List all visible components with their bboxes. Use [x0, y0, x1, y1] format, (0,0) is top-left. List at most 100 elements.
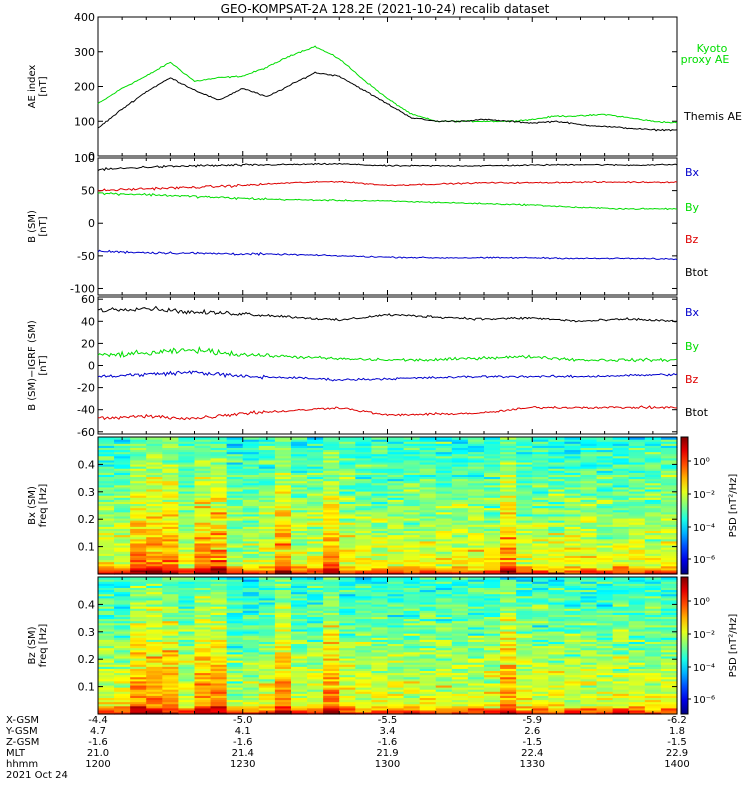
spectrogram-cell	[291, 653, 308, 657]
spectrogram-cell	[162, 676, 180, 680]
spectrogram-cell	[323, 651, 340, 655]
spectrogram-cell	[146, 551, 163, 554]
spectrogram-cell	[467, 628, 485, 632]
spectrogram-cell	[146, 439, 163, 442]
spectrogram-cell	[644, 597, 662, 601]
spectrogram-cell	[484, 542, 501, 546]
spectrogram-cell	[660, 557, 678, 561]
spectrogram-cell	[484, 443, 501, 446]
spectrogram-cell	[307, 581, 324, 584]
spectrogram-cell	[130, 513, 147, 517]
spectrogram-cell	[210, 534, 228, 538]
spectrogram-cell	[162, 657, 180, 661]
spectrogram-cell	[323, 522, 340, 525]
spectrogram-cell	[628, 616, 646, 620]
spectrogram-cell	[355, 511, 373, 515]
spectrogram-cell	[387, 614, 405, 618]
spectrogram-cell	[532, 551, 549, 554]
spectrogram-cell	[467, 561, 485, 565]
spectrogram-cell	[596, 601, 614, 605]
spectrogram-cell	[226, 637, 244, 640]
spectrogram-cell	[403, 618, 421, 622]
spectrogram-cell	[564, 530, 582, 534]
spectrogram-cell	[258, 660, 276, 663]
spectrogram-cell	[291, 437, 308, 440]
spectrogram-cell	[484, 544, 501, 548]
spectrogram-cell	[210, 581, 228, 584]
spectrogram-cell	[274, 628, 292, 632]
spectrogram-cell	[323, 612, 340, 615]
spectrogram-cell	[612, 459, 630, 463]
spectrogram-cell	[484, 633, 501, 636]
spectrogram-cell	[114, 513, 131, 517]
spectrogram-cell	[339, 657, 356, 661]
spectrogram-cell	[484, 488, 501, 492]
spectrogram-cell	[387, 563, 405, 567]
spectrogram-cell	[564, 466, 582, 469]
spectrogram-cell	[387, 579, 405, 582]
spectrogram-cell	[130, 511, 147, 515]
spectrogram-cell	[532, 616, 549, 620]
spectrogram-cell	[387, 499, 405, 502]
spectrogram-cell	[130, 501, 147, 505]
spectrogram-cell	[98, 587, 115, 591]
spectrogram-cell	[451, 676, 469, 680]
spectrogram-cell	[612, 447, 630, 451]
spectrogram-cell	[419, 703, 437, 707]
spectrogram-cell	[371, 589, 389, 593]
spectrogram-cell	[419, 597, 437, 601]
spectrogram-cell	[291, 637, 308, 640]
spectrogram-cell	[307, 538, 324, 542]
spectrogram-cell	[130, 579, 147, 582]
spectrogram-cell	[612, 591, 630, 595]
spectrogram-cell	[323, 459, 340, 463]
spectrogram-cell	[291, 542, 308, 546]
spectrogram-cell	[226, 449, 244, 453]
spectrogram-cell	[596, 559, 614, 563]
spectrogram-cell	[419, 522, 437, 525]
spectrogram-cell	[628, 551, 646, 554]
spectrogram-cell	[162, 511, 180, 515]
spectrogram-cell	[323, 472, 340, 475]
spectrogram-cell	[612, 587, 630, 591]
spectrogram-cell	[580, 555, 598, 558]
spectrogram-cell	[451, 641, 469, 645]
spectrogram-cell	[660, 532, 678, 536]
spectrogram-cell	[178, 589, 196, 593]
spectrogram-cell	[484, 593, 501, 597]
spectrogram-cell	[242, 540, 260, 544]
spectrogram-cell	[564, 484, 582, 488]
spectrogram-cell	[146, 691, 163, 694]
spectrogram-cell	[467, 695, 485, 698]
spectrogram-cell	[339, 589, 356, 593]
spectrogram-cell	[114, 495, 131, 498]
spectrogram-cell	[146, 503, 163, 507]
spectrogram-cell	[130, 610, 147, 613]
spectrogram-cell	[274, 515, 292, 519]
spectrogram-cell	[580, 538, 598, 542]
spectrogram-cell	[548, 587, 566, 591]
spectrogram-cell	[194, 490, 212, 494]
spectrogram-cell	[516, 670, 533, 674]
spectrogram-cell	[178, 499, 196, 502]
spectrogram-cell	[612, 697, 630, 701]
spectrogram-cell	[355, 501, 373, 505]
spectrogram-cell	[355, 457, 373, 461]
spectrogram-cell	[532, 593, 549, 597]
spectrogram-cell	[500, 666, 517, 669]
panel1-ytick-label: -100	[70, 282, 95, 295]
spectrogram-cell	[580, 507, 598, 511]
spectrogram-cell	[435, 693, 453, 696]
spectrogram-cell	[403, 606, 421, 609]
spectrogram-cell	[323, 579, 340, 582]
spectrogram-cell	[435, 534, 453, 538]
spectrogram-cell	[596, 703, 614, 707]
spectrogram-cell	[467, 488, 485, 492]
spectrogram-cell	[580, 643, 598, 647]
spectrogram-cell	[564, 682, 582, 686]
spectrogram-cell	[130, 445, 147, 448]
spectrogram-cell	[114, 691, 131, 694]
spectrogram-cell	[628, 439, 646, 442]
spectrogram-cell	[484, 515, 501, 519]
spectrogram-cell	[500, 567, 517, 571]
